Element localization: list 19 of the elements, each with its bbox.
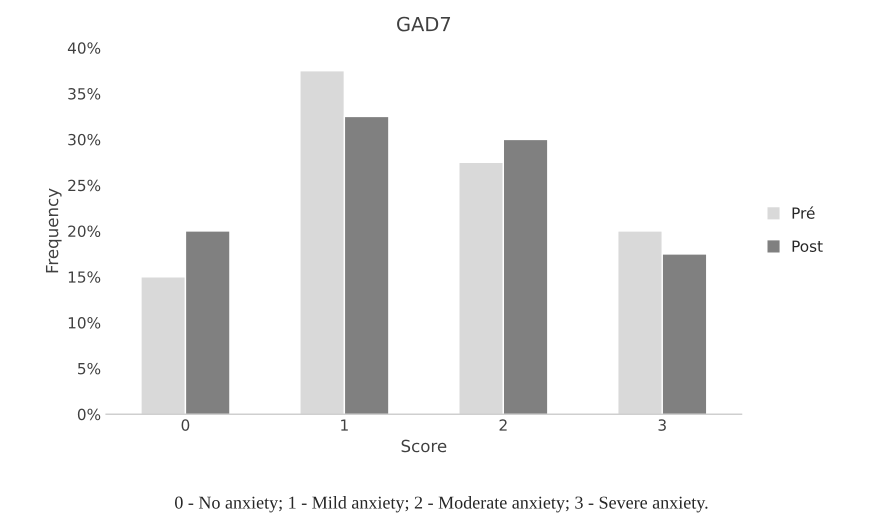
y-tick-label: 20% xyxy=(68,225,100,238)
text: 0 - No anxiety; 1 - Mild anxiety; 2 - Moderate anxiety; 3 - Severe anxiety. xyxy=(175,496,708,512)
x-axis-title: Score xyxy=(402,440,446,452)
y-tick-label: 0% xyxy=(78,408,100,420)
x-tick-label: 3 xyxy=(658,419,666,431)
x-tick-label: 0 xyxy=(182,419,190,431)
y-tick-label: 35% xyxy=(68,88,100,100)
y-axis-title: Frequency xyxy=(46,188,62,272)
chart-title: GAD7 xyxy=(397,16,450,32)
y-tick-label: 30% xyxy=(68,134,100,146)
y-tick-label: 5% xyxy=(78,362,100,374)
y-tick-label: 10% xyxy=(68,317,100,329)
x-tick-label: 1 xyxy=(341,420,348,431)
legend-label: Post xyxy=(792,240,823,252)
y-tick-label: 40% xyxy=(68,42,100,54)
x-tick-label: 2 xyxy=(500,419,507,431)
y-tick-label: 15% xyxy=(68,271,100,283)
y-tick-label: 25% xyxy=(68,180,100,192)
legend-label: Pré xyxy=(792,206,815,219)
